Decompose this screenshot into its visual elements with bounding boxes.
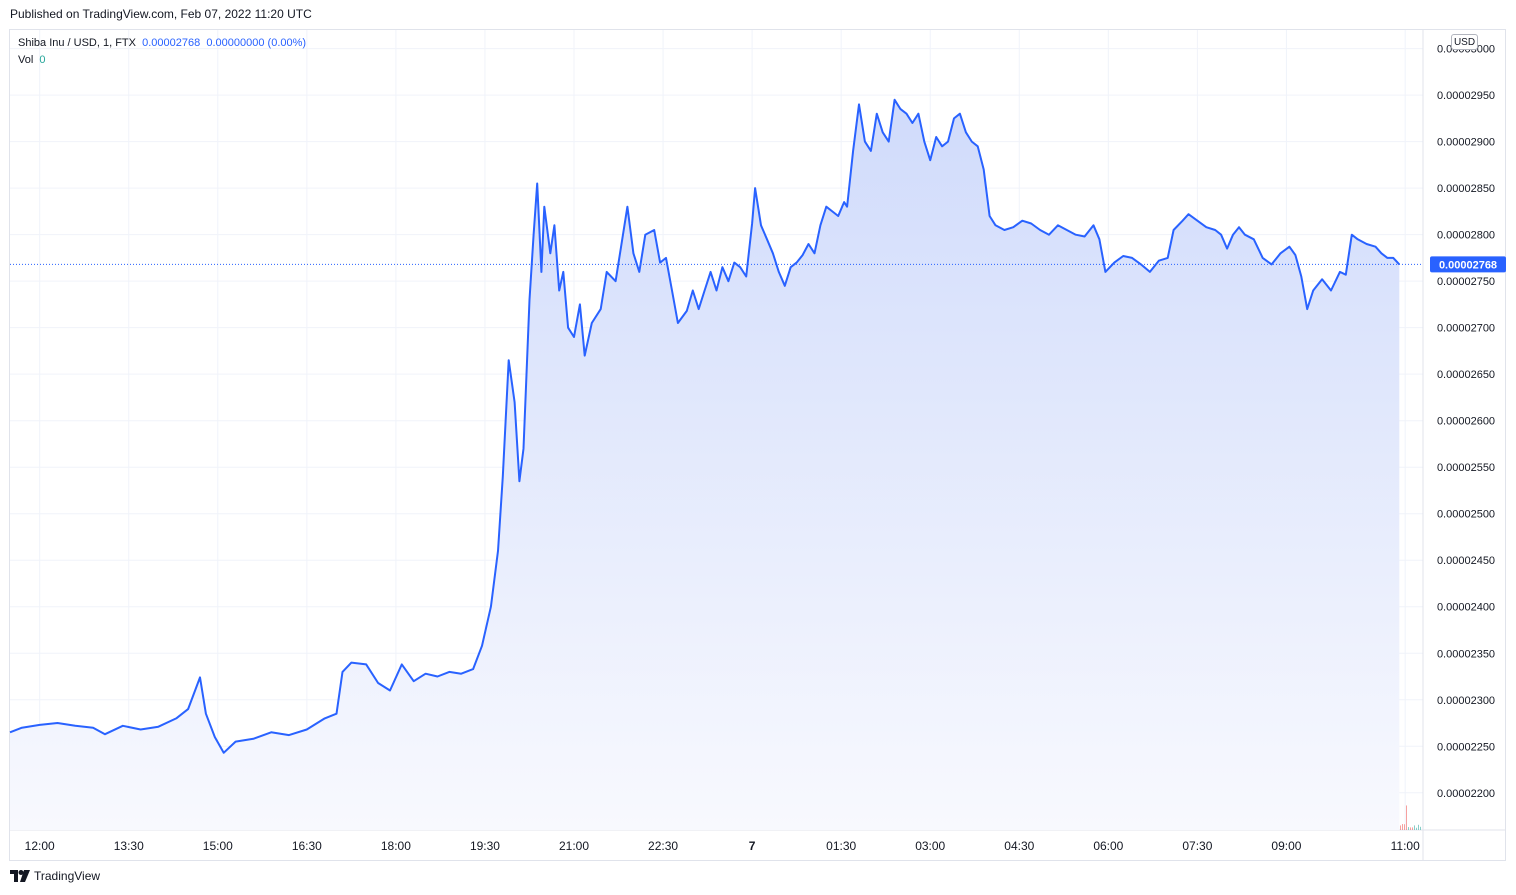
volume-bar — [1420, 826, 1421, 830]
volume-bar — [1406, 805, 1407, 830]
x-tick-label: 09:00 — [1271, 839, 1301, 853]
y-tick-label: 0.00002550 — [1437, 462, 1495, 474]
x-tick-label: 16:30 — [292, 839, 322, 853]
x-tick-label: 7 — [749, 839, 756, 853]
y-tick-label: 0.00002750 — [1437, 276, 1495, 288]
x-tick-label: 18:00 — [381, 839, 411, 853]
last-price-label: 0.00002768 — [1439, 259, 1497, 271]
y-tick-label: 0.00002250 — [1437, 741, 1495, 753]
volume-bar — [1414, 825, 1415, 830]
volume-bar — [1408, 827, 1409, 830]
volume-bar — [1416, 827, 1417, 830]
price-line — [9, 98, 1401, 754]
currency-button[interactable]: USD — [1451, 34, 1478, 50]
y-tick-label: 0.00002650 — [1437, 369, 1495, 381]
legend-price: 0.00002768 — [142, 37, 201, 49]
x-tick-label: 12:00 — [25, 839, 55, 853]
last-price-badge — [1430, 256, 1506, 273]
y-tick-label: 0.00002500 — [1437, 509, 1495, 521]
tradingview-logo-icon — [10, 870, 30, 882]
y-tick-label: 0.00002850 — [1437, 183, 1495, 195]
x-tick-label: 15:00 — [203, 839, 233, 853]
x-tick-label: 21:00 — [559, 839, 589, 853]
y-tick-label: 0.00002700 — [1437, 323, 1495, 335]
x-tick-label: 11:00 — [1391, 839, 1420, 853]
legend-vol-value: 0 — [39, 54, 46, 66]
volume-bar — [1418, 824, 1419, 830]
volume-bar — [1412, 827, 1413, 830]
y-tick-label: 0.00002900 — [1437, 137, 1495, 149]
y-tick-label: 0.00002400 — [1437, 602, 1495, 614]
x-tick-label: 19:30 — [470, 839, 500, 853]
legend-volume-row: Vol 0 — [18, 52, 306, 69]
y-tick-label: 0.00002450 — [1437, 555, 1495, 567]
y-tick-label: 0.00002300 — [1437, 695, 1495, 707]
chart-frame[interactable] — [9, 29, 1506, 861]
price-area-fill — [10, 99, 1400, 831]
chart-legend: Shiba Inu / USD, 1, FTX 0.00002768 0.000… — [18, 35, 306, 69]
x-tick-label: 01:30 — [826, 839, 856, 853]
volume-bar — [1404, 824, 1405, 830]
x-tick-label: 04:30 — [1004, 839, 1034, 853]
x-tick-label: 07:30 — [1182, 839, 1212, 853]
volume-bar — [1402, 824, 1403, 830]
y-tick-label: 0.00002200 — [1437, 788, 1495, 800]
footer-label: TradingView — [34, 869, 101, 883]
y-tick-label: 0.00002600 — [1437, 416, 1495, 428]
y-tick-label: 0.00002800 — [1437, 230, 1495, 242]
legend-symbol-row: Shiba Inu / USD, 1, FTX 0.00002768 0.000… — [18, 35, 306, 52]
y-tick-label: 0.00002350 — [1437, 648, 1495, 660]
tradingview-logo[interactable]: TradingView — [10, 869, 100, 883]
x-tick-label: 03:00 — [915, 839, 945, 853]
legend-symbol[interactable]: Shiba Inu / USD, 1, FTX — [18, 37, 136, 49]
published-caption: Published on TradingView.com, Feb 07, 20… — [10, 7, 312, 21]
y-tick-label: 0.00002950 — [1437, 90, 1495, 102]
legend-vol-label[interactable]: Vol — [18, 54, 34, 66]
x-tick-label: 22:30 — [648, 839, 678, 853]
volume-bar — [1410, 827, 1411, 830]
volume-bar — [1400, 825, 1401, 830]
x-tick-label: 13:30 — [114, 839, 144, 853]
x-tick-label: 06:00 — [1093, 839, 1123, 853]
legend-change: 0.00000000 (0.00%) — [206, 37, 307, 49]
